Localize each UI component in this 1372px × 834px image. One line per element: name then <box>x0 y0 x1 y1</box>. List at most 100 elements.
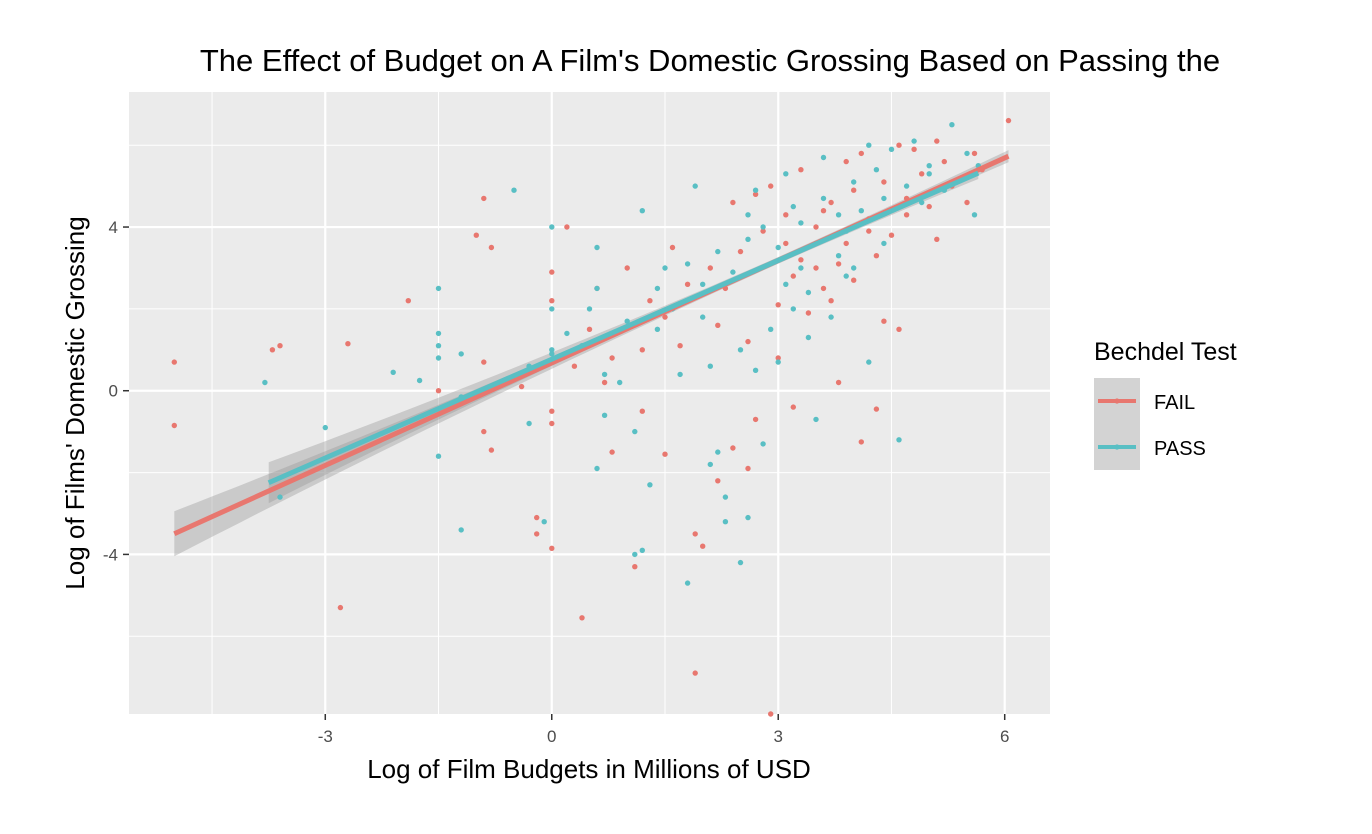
point-fail <box>851 187 857 193</box>
point-fail <box>601 379 608 386</box>
point-fail <box>571 363 578 369</box>
point-pass <box>926 163 932 169</box>
point-pass <box>586 306 593 312</box>
point-fail <box>790 273 796 279</box>
point-fail <box>715 322 721 328</box>
point-pass <box>949 122 955 128</box>
x-axis-ticks: -3 0 3 6 <box>318 714 1009 746</box>
point-pass <box>564 330 570 337</box>
point-pass <box>745 514 751 521</box>
point-fail <box>896 326 902 332</box>
point-pass <box>526 420 532 427</box>
point-pass <box>783 281 789 287</box>
point-fail <box>775 355 781 361</box>
point-pass <box>549 224 555 230</box>
point-fail <box>481 195 487 202</box>
point-pass <box>881 195 887 202</box>
point-fail <box>488 244 495 251</box>
point-pass <box>805 334 812 341</box>
point-fail <box>783 240 789 247</box>
point-fail <box>881 179 887 185</box>
point-fail <box>926 203 932 210</box>
plot-panel <box>129 92 1050 714</box>
point-pass <box>639 547 645 553</box>
point-pass <box>790 203 796 210</box>
point-pass <box>715 248 721 255</box>
point-pass <box>549 306 555 312</box>
point-fail <box>903 212 910 218</box>
point-fail <box>964 199 970 206</box>
point-pass <box>700 281 706 287</box>
point-fail <box>662 314 668 320</box>
point-fail <box>941 158 947 165</box>
point-pass <box>322 424 328 431</box>
point-fail <box>919 171 925 177</box>
point-fail <box>730 445 736 451</box>
legend-title: Bechdel Test <box>1094 338 1237 366</box>
point-pass <box>684 580 691 586</box>
point-pass <box>700 314 706 320</box>
y-axis-title: Log of Films' Domestic Grossing <box>60 216 90 589</box>
point-fail <box>798 167 804 173</box>
point-fail <box>851 277 857 283</box>
point-pass <box>707 363 713 369</box>
point-pass <box>677 371 683 378</box>
point-fail <box>639 408 645 414</box>
point-fail <box>858 150 864 157</box>
point-pass <box>416 377 423 384</box>
point-fail <box>534 514 540 521</box>
point-fail <box>745 338 751 345</box>
point-pass <box>541 519 547 525</box>
point-fail <box>481 359 487 365</box>
point-fail <box>549 408 555 414</box>
point-pass <box>820 154 827 161</box>
point-pass <box>835 212 842 218</box>
point-fail <box>662 451 668 457</box>
point-fail <box>820 208 827 214</box>
legend-dot-pass <box>1114 444 1120 450</box>
point-pass <box>783 171 789 177</box>
point-fail <box>888 232 895 238</box>
point-pass <box>654 326 661 332</box>
point-pass <box>964 150 970 157</box>
point-fail <box>624 265 630 271</box>
point-fail <box>866 228 872 234</box>
point-fail <box>609 449 615 455</box>
point-pass <box>692 183 698 189</box>
point-fail <box>775 302 781 308</box>
point-pass <box>866 359 872 365</box>
point-fail <box>488 447 495 453</box>
point-fail <box>730 199 736 206</box>
point-fail <box>481 428 487 435</box>
point-pass <box>911 138 917 144</box>
point-fail <box>881 318 887 324</box>
point-pass <box>730 269 736 275</box>
point-fail <box>934 236 940 242</box>
point-pass <box>820 195 827 202</box>
point-fail <box>737 248 744 255</box>
x-axis-title: Log of Film Budgets in Millions of USD <box>367 754 811 784</box>
point-pass <box>843 273 849 279</box>
point-pass <box>798 220 804 226</box>
point-pass <box>752 367 759 373</box>
point-pass <box>813 416 819 423</box>
point-pass <box>768 326 774 332</box>
point-fail <box>549 545 555 551</box>
point-fail <box>790 404 796 410</box>
point-fail <box>171 422 177 429</box>
point-pass <box>775 359 781 365</box>
point-fail <box>896 142 902 148</box>
point-pass <box>858 208 864 214</box>
point-pass <box>722 519 729 525</box>
point-pass <box>722 494 729 500</box>
point-pass <box>594 285 600 292</box>
point-pass <box>737 347 744 353</box>
point-fail <box>934 138 940 144</box>
point-fail <box>609 355 615 361</box>
point-pass <box>835 253 842 259</box>
point-pass <box>662 265 668 271</box>
y-tick-label: 4 <box>109 218 118 237</box>
point-pass <box>881 240 887 247</box>
point-fail <box>835 379 842 386</box>
point-pass <box>617 379 623 386</box>
